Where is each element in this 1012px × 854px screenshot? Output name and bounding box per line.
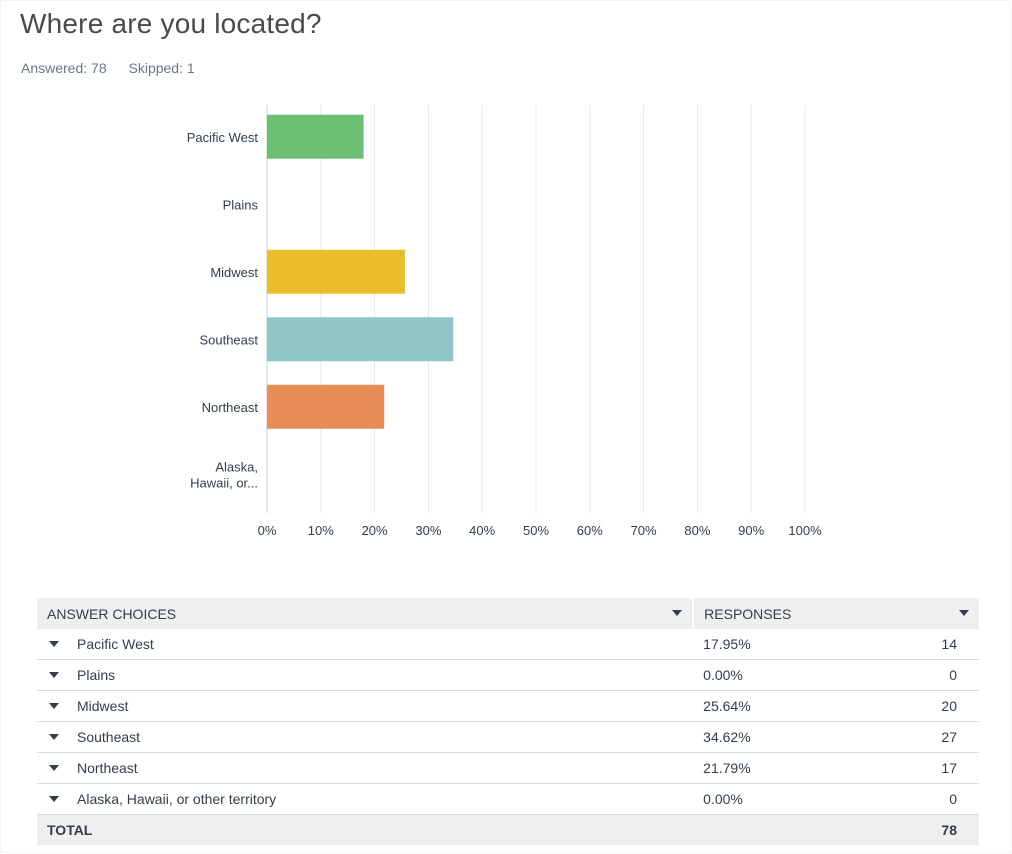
responses-header-label: RESPONSES <box>704 605 792 622</box>
choice-label: Midwest <box>77 698 129 714</box>
category-label: Southeast <box>199 332 258 347</box>
response-percent: 25.64% <box>693 690 932 722</box>
bar <box>267 384 385 429</box>
x-tick-label: 60% <box>577 523 603 538</box>
response-count: 17 <box>931 752 979 784</box>
category-label: Hawaii, or... <box>190 475 258 490</box>
table-row[interactable]: Alaska, Hawaii, or other territory 0.00%… <box>37 783 979 815</box>
response-percent: 21.79% <box>693 752 932 784</box>
response-count: 27 <box>931 721 979 753</box>
category-label: Northeast <box>202 400 259 415</box>
answered-count: Answered: 78 <box>21 60 107 76</box>
x-tick-label: 50% <box>523 523 549 538</box>
total-row: TOTAL 78 <box>37 814 979 845</box>
category-label: Alaska, <box>215 459 258 474</box>
results-table: ANSWER CHOICES RESPONSES Pacific West 17… <box>37 598 979 845</box>
table-row[interactable]: Southeast 34.62% 27 <box>37 721 979 753</box>
response-percent: 0.00% <box>693 783 932 815</box>
table-row[interactable]: Northeast 21.79% 17 <box>37 752 979 784</box>
sort-caret-icon[interactable] <box>672 610 683 616</box>
category-label: Pacific West <box>187 130 259 145</box>
response-percent: 0.00% <box>693 659 932 691</box>
x-tick-label: 10% <box>308 523 334 538</box>
sort-caret-icon[interactable] <box>959 610 969 616</box>
expand-caret-icon[interactable] <box>49 672 59 679</box>
x-tick-label: 70% <box>631 523 657 538</box>
choice-label: Alaska, Hawaii, or other territory <box>77 791 277 807</box>
response-count: 14 <box>931 629 979 660</box>
answer-choices-header-label: ANSWER CHOICES <box>47 605 177 622</box>
total-label: TOTAL <box>37 814 694 845</box>
x-tick-label: 0% <box>258 523 277 538</box>
response-count: 0 <box>931 783 979 815</box>
x-tick-label: 30% <box>415 523 441 538</box>
category-label: Midwest <box>210 265 258 280</box>
x-tick-label: 100% <box>788 523 822 538</box>
bar-chart: 0% 10% 20% 30% 40% 50% 60% 70% 80% 90% 100% Pacific… <box>187 105 822 538</box>
response-count: 20 <box>931 690 979 722</box>
response-stats: Answered: 78 Skipped: 1 <box>21 60 213 76</box>
expand-caret-icon[interactable] <box>49 641 59 648</box>
table-row[interactable]: Plains 0.00% 0 <box>37 659 979 691</box>
bar <box>267 249 405 294</box>
response-percent: 17.95% <box>693 629 932 660</box>
skipped-count: Skipped: 1 <box>128 60 195 76</box>
table-row[interactable]: Midwest 25.64% 20 <box>37 690 979 722</box>
bar <box>267 114 364 159</box>
x-tick-label: 20% <box>362 523 388 538</box>
question-title: Where are you located? <box>20 8 322 39</box>
response-percent: 34.62% <box>693 721 932 753</box>
expand-caret-icon[interactable] <box>49 796 59 803</box>
category-label: Plains <box>223 197 259 212</box>
response-count: 0 <box>931 659 979 691</box>
choice-label: Pacific West <box>77 636 154 652</box>
choice-label: Southeast <box>77 729 141 745</box>
answer-choices-header[interactable]: ANSWER CHOICES <box>37 598 695 629</box>
bar <box>267 317 454 362</box>
expand-caret-icon[interactable] <box>49 703 59 710</box>
choice-label: Plains <box>77 667 116 683</box>
responses-header[interactable]: RESPONSES <box>693 598 979 629</box>
table-header-row: ANSWER CHOICES RESPONSES <box>37 598 979 629</box>
x-tick-label: 90% <box>738 523 764 538</box>
total-count: 78 <box>931 814 979 845</box>
expand-caret-icon[interactable] <box>49 765 59 772</box>
x-tick-label: 80% <box>684 523 710 538</box>
choice-label: Northeast <box>77 760 138 776</box>
table-row[interactable]: Pacific West 17.95% 14 <box>37 629 979 660</box>
x-tick-label: 40% <box>469 523 495 538</box>
expand-caret-icon[interactable] <box>49 734 59 741</box>
